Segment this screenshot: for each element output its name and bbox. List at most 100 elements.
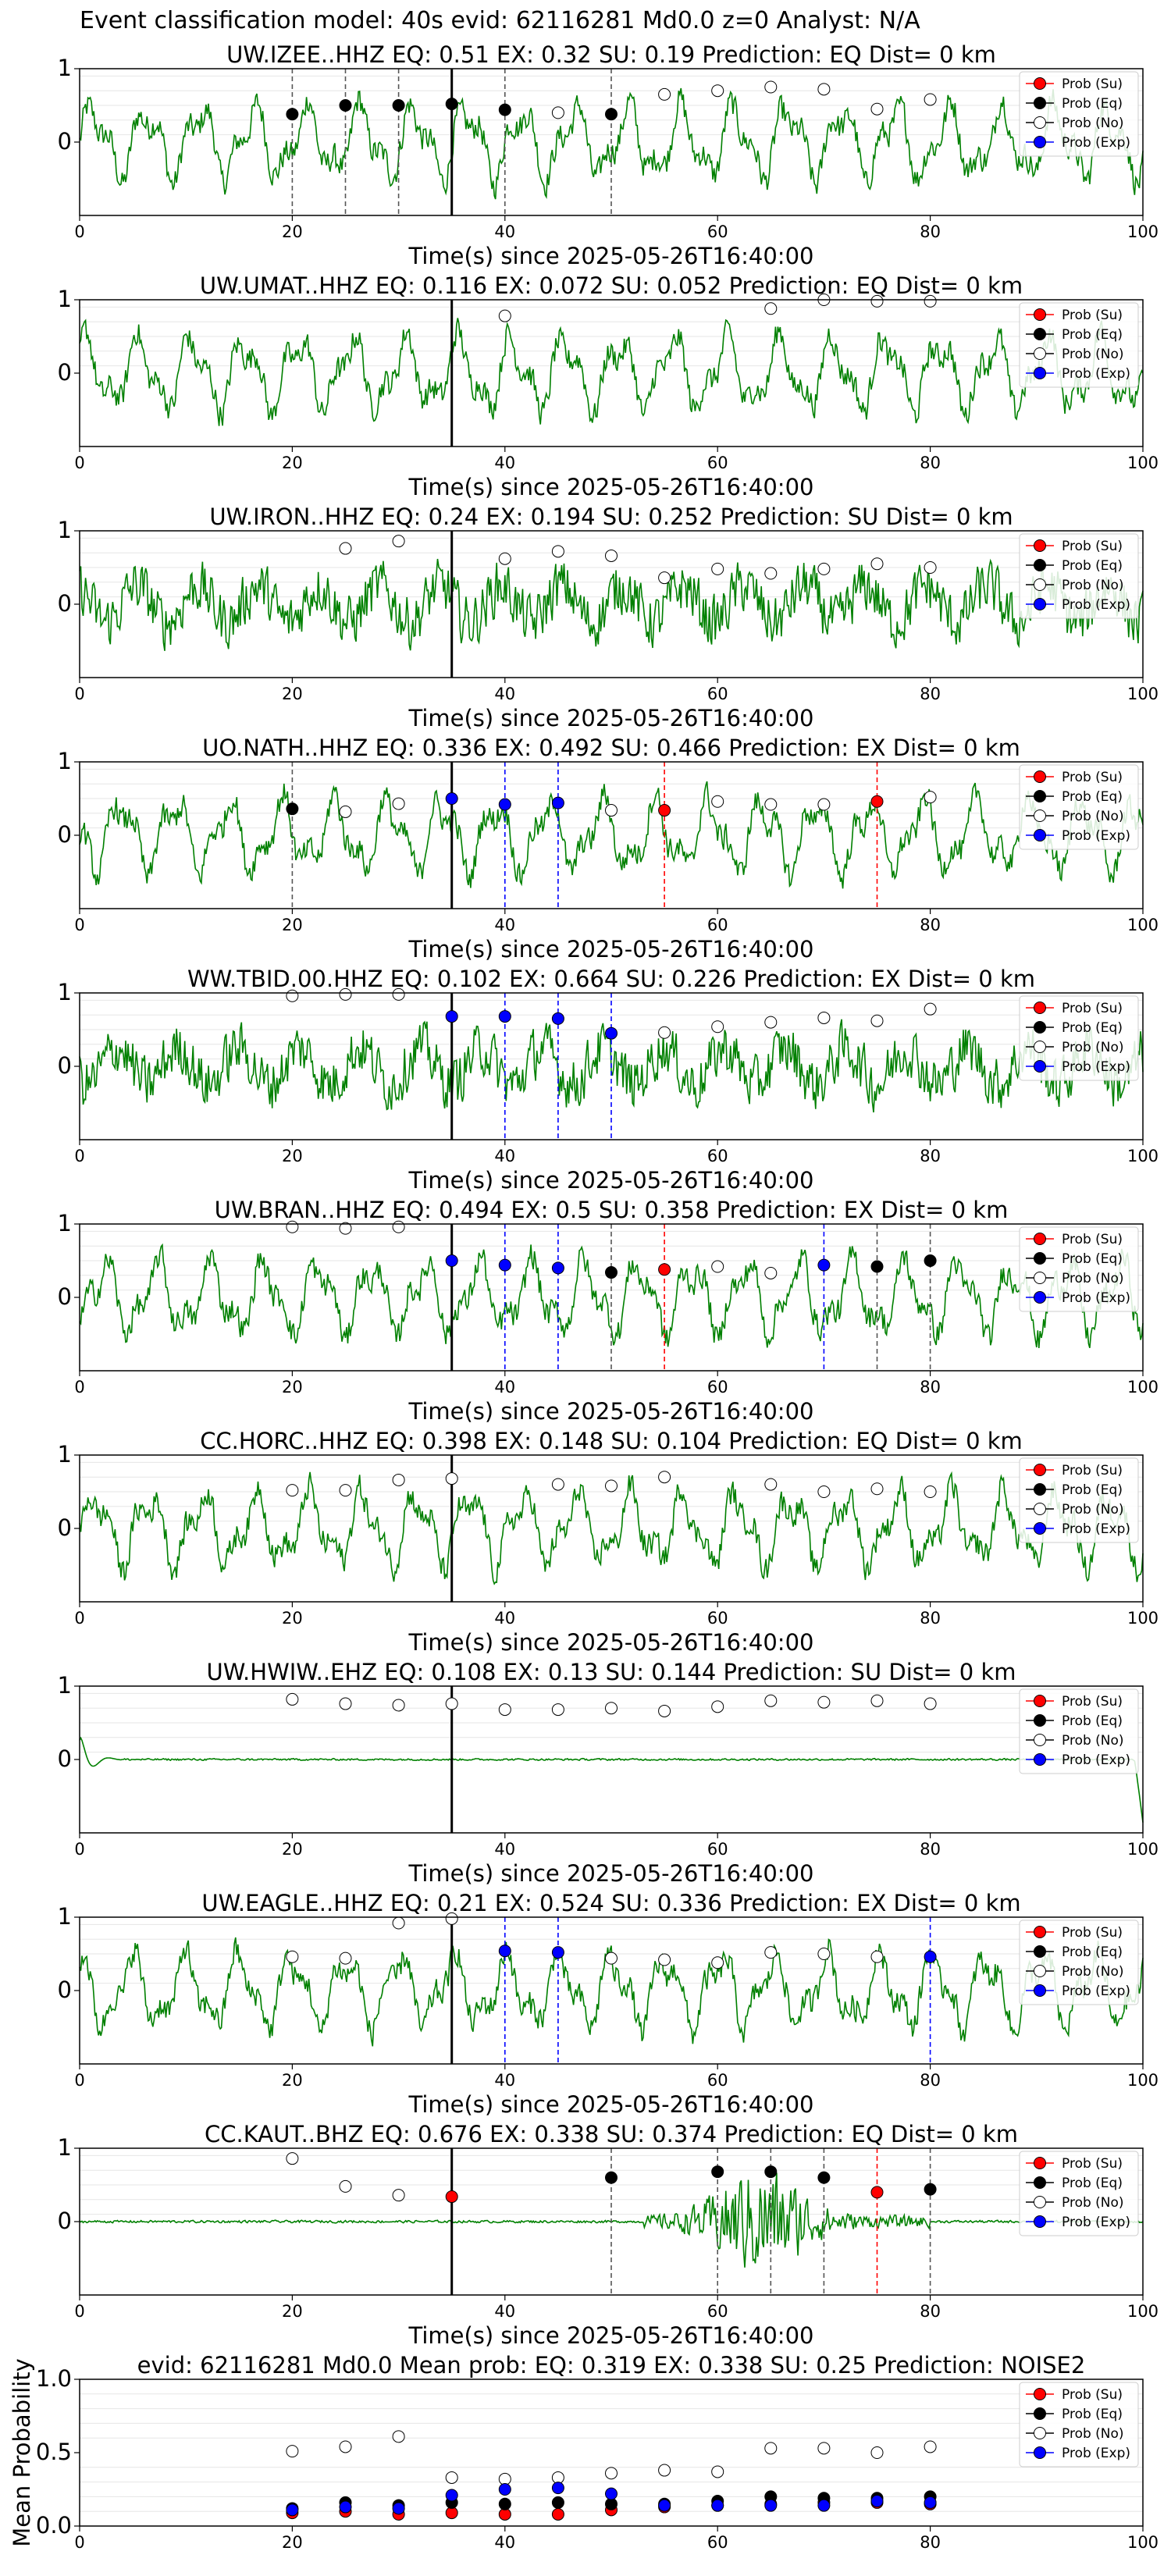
panel-9-marker-no: [711, 1956, 724, 1969]
legend-label-eq: Prob (Eq): [1062, 327, 1123, 343]
panel-4-marker-no: [339, 805, 352, 818]
panel-2-marker-no: [870, 294, 884, 308]
panel-9-xtick-label: 40: [494, 2071, 515, 2090]
panel-9-marker-exp: [498, 1944, 511, 1958]
panel-2-xtick-label: 100: [1127, 454, 1159, 472]
panel-3-marker-no: [924, 561, 937, 574]
panel-11-marker-no: [392, 2430, 405, 2443]
panel-10-marker-eq: [605, 2171, 618, 2184]
panel-9-marker-no: [286, 1950, 299, 1963]
panel-3-xtick-label: 40: [494, 685, 515, 703]
legend-label-no: Prob (No): [1062, 1040, 1124, 1055]
panel-8: UW.HWIW..EHZ EQ: 0.108 EX: 0.13 SU: 0.14…: [58, 1659, 1159, 1887]
panel-10: CC.KAUT..BHZ EQ: 0.676 EX: 0.338 SU: 0.3…: [58, 2121, 1159, 2349]
legend-marker-no: [1034, 116, 1046, 129]
panel-11-marker-no: [924, 2440, 937, 2453]
panel-10-xlabel: Time(s) since 2025-05-26T16:40:00: [408, 2322, 814, 2349]
panel-2-ytick-label: 0: [58, 359, 72, 386]
panel-11-marker-no: [339, 2440, 352, 2453]
panel-11-xtick-label: 40: [494, 2533, 515, 2552]
panel-1-marker-eq: [498, 103, 511, 116]
panel-3-marker-no: [339, 542, 352, 555]
legend-marker-eq: [1034, 1252, 1046, 1265]
panel-11-marker-exp: [924, 2496, 937, 2509]
legend-label-eq: Prob (Eq): [1062, 789, 1123, 805]
legend-label-su: Prob (Su): [1062, 76, 1123, 92]
panel-1-marker-no: [711, 84, 724, 98]
legend-label-exp: Prob (Exp): [1062, 828, 1130, 844]
legend-label-no: Prob (No): [1062, 809, 1124, 824]
panel-5-xtick-label: 60: [707, 1147, 728, 1165]
panel-1-xtick-label: 100: [1127, 222, 1159, 241]
panel-3-ytick-label: 0: [58, 590, 72, 617]
panel-4-xtick-label: 100: [1127, 916, 1159, 934]
legend-label-su: Prob (Su): [1062, 2387, 1123, 2403]
panel-9-marker-no: [870, 1950, 884, 1963]
panel-9-xtick-label: 0: [74, 2071, 84, 2090]
legend-box: [1019, 1688, 1139, 1774]
panel-4-xtick-label: 80: [920, 916, 941, 934]
panel-5: WW.TBID.00.HHZ EQ: 0.102 EX: 0.664 SU: 0…: [58, 966, 1159, 1194]
panel-3-xlabel: Time(s) since 2025-05-26T16:40:00: [408, 705, 814, 731]
panel-7-marker-no: [392, 1473, 405, 1486]
panel-11-marker-exp: [339, 2500, 352, 2514]
panel-1-xtick-label: 60: [707, 222, 728, 241]
panel-7-xtick-label: 40: [494, 1609, 515, 1628]
panel-5-marker-no: [658, 1026, 671, 1039]
panel-7-legend: Prob (Su) Prob (Eq) Prob (No) Prob (Exp): [1019, 1457, 1139, 1543]
panel-1-marker-no: [658, 87, 671, 101]
panel-10-marker-eq: [924, 2183, 937, 2196]
panel-11-marker-exp: [392, 2502, 405, 2515]
panel-2-xtick-label: 0: [74, 454, 84, 472]
panel-6: UW.BRAN..HHZ EQ: 0.494 EX: 0.5 SU: 0.358…: [58, 1197, 1159, 1425]
panel-1-legend: Prob (Su) Prob (Eq) Prob (No) Prob (Exp): [1019, 71, 1139, 157]
panel-1-marker-no: [764, 80, 778, 94]
panel-7-ytick-label: 1: [58, 1441, 72, 1468]
panel-4-marker-no: [711, 795, 724, 808]
panel-2-legend: Prob (Su) Prob (Eq) Prob (No) Prob (Exp): [1019, 302, 1139, 388]
panel-5-xtick-label: 0: [74, 1147, 84, 1165]
panel-2-marker-no: [764, 302, 778, 315]
legend-label-su: Prob (Su): [1062, 1925, 1123, 1941]
panel-3-xtick-label: 100: [1127, 685, 1159, 703]
panel-8-marker-no: [817, 1695, 831, 1709]
panel-11-marker-no: [605, 2467, 618, 2480]
panel-8-marker-no: [498, 1703, 511, 1717]
panel-5-xtick-label: 80: [920, 1147, 941, 1165]
legend-box: [1019, 533, 1139, 619]
legend-marker-exp: [1034, 829, 1046, 841]
panel-10-marker-no: [392, 2189, 405, 2202]
legend-box: [1019, 1226, 1139, 1312]
panel-8-marker-no: [764, 1694, 778, 1707]
panel-1-xtick-label: 40: [494, 222, 515, 241]
panel-2-xlabel: Time(s) since 2025-05-26T16:40:00: [408, 474, 814, 500]
panel-7-marker-no: [286, 1484, 299, 1497]
legend-marker-eq: [1034, 559, 1046, 571]
panel-7-xtick-label: 80: [920, 1609, 941, 1628]
legend-label-no: Prob (No): [1062, 2426, 1124, 2442]
panel-11-marker-exp: [711, 2499, 724, 2512]
panel-10-marker-su: [870, 2186, 884, 2199]
legend-marker-su: [1034, 1926, 1046, 1938]
panel-6-marker-no: [711, 1260, 724, 1273]
panel-3-xtick-label: 80: [920, 685, 941, 703]
panel-11-marker-exp: [498, 2483, 511, 2496]
panel-11-marker-no: [658, 2464, 671, 2477]
panel-3-waveform: [79, 558, 1144, 651]
panel-8-xtick-label: 80: [920, 1840, 941, 1859]
legend-label-eq: Prob (Eq): [1062, 2176, 1123, 2191]
panel-4: UO.NATH..HHZ EQ: 0.336 EX: 0.492 SU: 0.4…: [58, 735, 1159, 962]
legend-label-eq: Prob (Eq): [1062, 2407, 1123, 2422]
legend-label-su: Prob (Su): [1062, 770, 1123, 785]
panel-4-marker-exp: [498, 798, 511, 811]
panel-3-marker-no: [764, 567, 778, 580]
legend-marker-no: [1034, 1965, 1046, 1977]
legend-marker-eq: [1034, 328, 1046, 340]
panel-11-ylabel: Mean Probability: [9, 2358, 35, 2547]
panel-7-marker-no: [339, 1484, 352, 1497]
panel-11-marker-su: [551, 2507, 564, 2521]
panel-9-ytick-label: 0: [58, 1976, 72, 2003]
panel-1-title: UW.IZEE..HHZ EQ: 0.51 EX: 0.32 SU: 0.19 …: [226, 41, 996, 68]
panel-9-marker-no: [392, 1916, 405, 1930]
panel-6-marker-eq: [870, 1260, 884, 1273]
